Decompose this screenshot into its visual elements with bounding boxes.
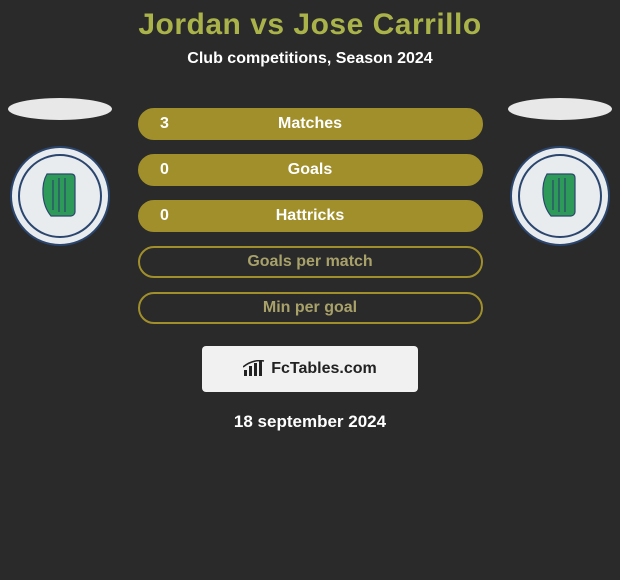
stat-row: 0Hattricks bbox=[138, 200, 483, 232]
stat-value: 3 bbox=[140, 115, 190, 133]
harp-icon bbox=[537, 170, 583, 222]
stats-list: 3Matches0Goals0HattricksGoals per matchM… bbox=[138, 108, 483, 324]
stat-value: 0 bbox=[140, 207, 190, 225]
player-right-placeholder bbox=[508, 98, 612, 120]
stat-row: 3Matches bbox=[138, 108, 483, 140]
subtitle: Club competitions, Season 2024 bbox=[0, 50, 620, 68]
harp-icon bbox=[37, 170, 83, 222]
brand-box: FcTables.com bbox=[202, 346, 418, 392]
stat-row: Goals per match bbox=[138, 246, 483, 278]
stat-label: Goals bbox=[190, 161, 431, 179]
stat-row: Min per goal bbox=[138, 292, 483, 324]
player-right-column bbox=[500, 98, 620, 246]
stat-value: 0 bbox=[140, 161, 190, 179]
brand-text: FcTables.com bbox=[271, 360, 377, 378]
player-left-column bbox=[0, 98, 120, 246]
comparison-row: 3Matches0Goals0HattricksGoals per matchM… bbox=[0, 108, 620, 324]
stat-row: 0Goals bbox=[138, 154, 483, 186]
club-badge-right bbox=[510, 146, 610, 246]
date-line: 18 september 2024 bbox=[0, 412, 620, 432]
stat-label: Min per goal bbox=[190, 299, 431, 317]
page-title: Jordan vs Jose Carrillo bbox=[0, 0, 620, 42]
stat-label: Matches bbox=[190, 115, 431, 133]
stat-label: Goals per match bbox=[190, 253, 431, 271]
club-badge-left bbox=[10, 146, 110, 246]
bar-chart-icon bbox=[243, 360, 265, 378]
stat-label: Hattricks bbox=[190, 207, 431, 225]
player-left-placeholder bbox=[8, 98, 112, 120]
